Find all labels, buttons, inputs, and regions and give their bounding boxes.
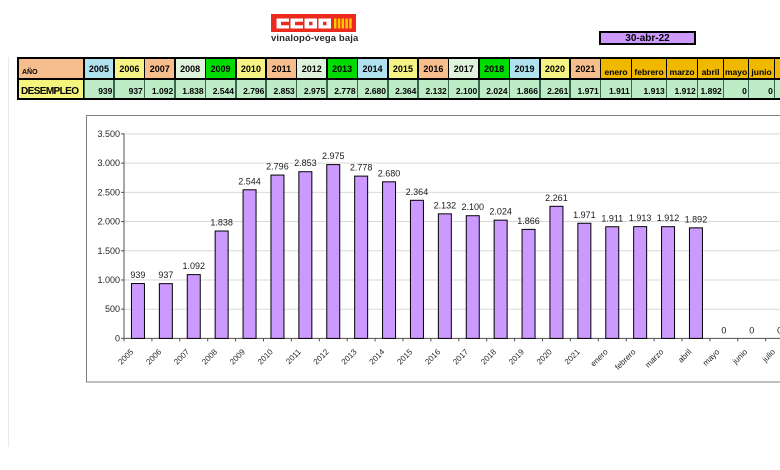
svg-text:0: 0 xyxy=(749,325,754,335)
svg-text:1.866: 1.866 xyxy=(517,216,540,226)
svg-text:2.853: 2.853 xyxy=(294,158,317,168)
svg-text:500: 500 xyxy=(105,304,120,314)
svg-text:2.024: 2.024 xyxy=(489,207,512,217)
svg-text:1.838: 1.838 xyxy=(210,218,233,228)
svg-text:937: 937 xyxy=(158,270,173,280)
svg-text:2.132: 2.132 xyxy=(434,200,457,210)
svg-text:2.364: 2.364 xyxy=(406,187,429,197)
svg-text:939: 939 xyxy=(130,270,145,280)
svg-text:2.500: 2.500 xyxy=(97,187,120,197)
svg-text:1.892: 1.892 xyxy=(685,214,708,224)
svg-text:2.796: 2.796 xyxy=(266,162,289,172)
svg-text:2.975: 2.975 xyxy=(322,151,345,161)
svg-text:1.912: 1.912 xyxy=(657,213,680,223)
svg-text:1.913: 1.913 xyxy=(629,213,652,223)
svg-text:2.261: 2.261 xyxy=(545,193,568,203)
svg-text:0: 0 xyxy=(721,325,726,335)
svg-text:3.500: 3.500 xyxy=(97,129,120,139)
svg-text:3.000: 3.000 xyxy=(97,158,120,168)
svg-text:1.500: 1.500 xyxy=(97,246,120,256)
svg-text:1.000: 1.000 xyxy=(97,275,120,285)
svg-text:1.092: 1.092 xyxy=(182,261,205,271)
svg-text:2.000: 2.000 xyxy=(97,217,120,227)
svg-text:2.544: 2.544 xyxy=(238,176,261,186)
svg-text:2.778: 2.778 xyxy=(350,163,373,173)
svg-text:2.680: 2.680 xyxy=(378,168,401,178)
svg-text:1.911: 1.911 xyxy=(601,213,623,223)
svg-text:0: 0 xyxy=(777,325,780,335)
svg-text:1.971: 1.971 xyxy=(573,210,596,220)
svg-text:2.100: 2.100 xyxy=(461,202,484,212)
svg-text:0: 0 xyxy=(115,333,120,343)
